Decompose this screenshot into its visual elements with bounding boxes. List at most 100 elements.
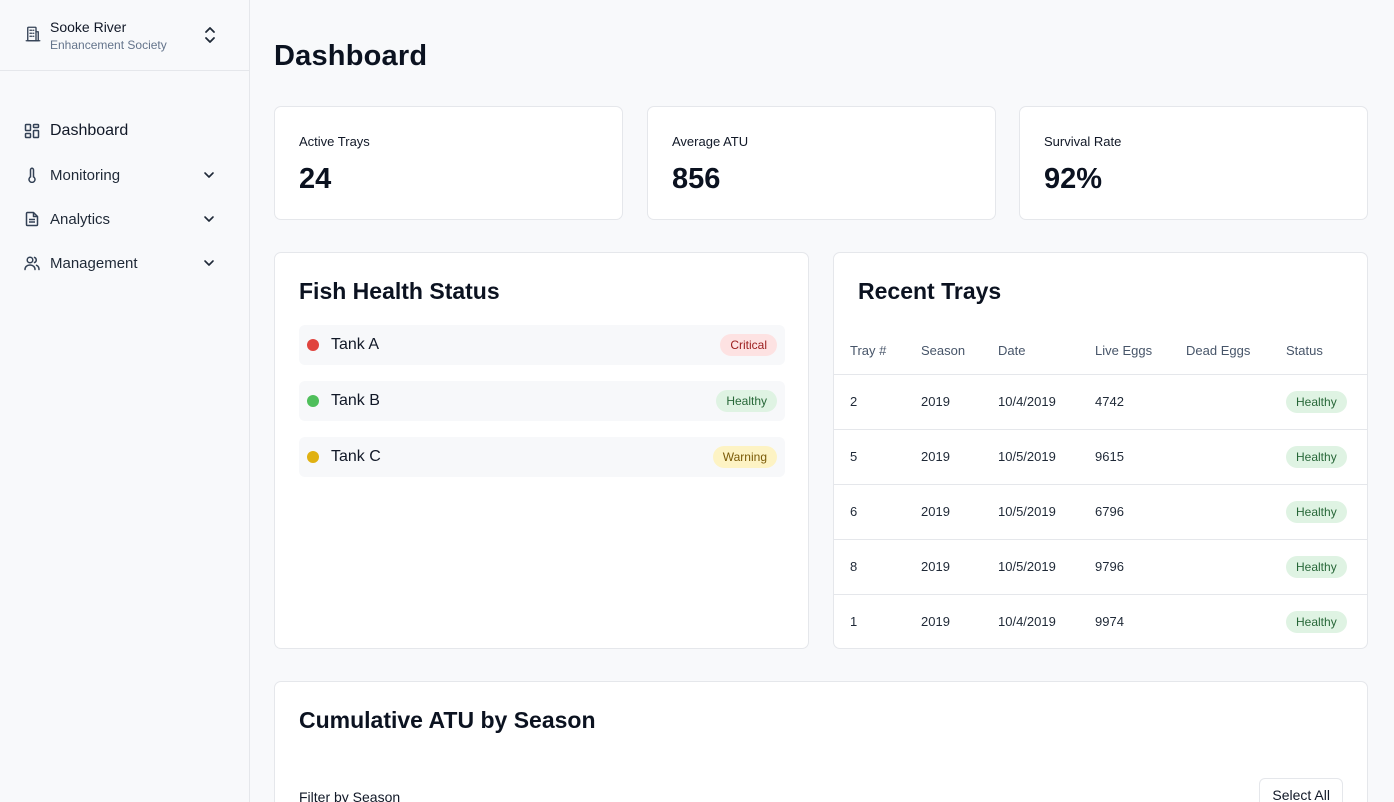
list-item[interactable]: Tank B Healthy [299, 381, 785, 421]
cell-status: Healthy [1270, 594, 1367, 648]
cell-season: 2019 [905, 429, 982, 485]
sidebar-item-dashboard[interactable]: Dashboard [0, 109, 249, 153]
stat-label: Survival Rate [1044, 134, 1122, 149]
chevron-down-icon [204, 260, 214, 266]
tank-name: Tank C [331, 448, 381, 465]
recent-trays-card: Recent Trays Tray # Season Date Live Egg… [833, 252, 1368, 649]
stat-label: Active Trays [299, 134, 370, 149]
cell-date: 10/5/2019 [982, 429, 1079, 485]
list-item[interactable]: Tank C Warning [299, 437, 785, 477]
column-header: Dead Eggs [1170, 327, 1270, 375]
tank-list: Tank A Critical Tank B Healthy Tank C Wa… [299, 325, 785, 493]
column-header: Status [1270, 327, 1367, 375]
sidebar-item-label: Management [50, 254, 138, 272]
sidebar-item-management[interactable]: Management [0, 241, 249, 285]
cell-tray: 6 [834, 484, 905, 540]
sidebar-nav: Dashboard Monitoring Analytics Managemen… [0, 71, 249, 285]
cell-live-eggs: 6796 [1079, 484, 1170, 540]
column-header: Live Eggs [1079, 327, 1170, 375]
page-title: Dashboard [274, 40, 428, 72]
status-badge: Healthy [1286, 610, 1347, 633]
cell-status: Healthy [1270, 539, 1367, 595]
file-text-icon [25, 211, 39, 227]
column-header: Season [905, 327, 982, 375]
cell-dead-eggs [1170, 429, 1270, 485]
status-badge: Healthy [1286, 445, 1347, 468]
status-badge: Healthy [1286, 390, 1347, 413]
org-switcher[interactable]: Sooke River Enhancement Society [0, 0, 249, 71]
cell-live-eggs: 4742 [1079, 374, 1170, 430]
chevrons-up-down-icon[interactable] [203, 26, 217, 44]
cell-tray: 5 [834, 429, 905, 485]
sidebar: Sooke River Enhancement Society Dashboar… [0, 0, 250, 802]
cell-status: Healthy [1270, 374, 1367, 430]
cell-status: Healthy [1270, 429, 1367, 485]
sidebar-item-label: Dashboard [50, 122, 129, 139]
filter-by-season-label: Filter by Season [299, 789, 401, 802]
sidebar-item-label: Analytics [50, 210, 111, 228]
column-header: Date [982, 327, 1079, 375]
cell-season: 2019 [905, 374, 982, 430]
column-header: Tray # [834, 327, 905, 375]
status-badge: Healthy [1286, 500, 1347, 523]
cell-live-eggs: 9974 [1095, 614, 1124, 630]
status-badge: Warning [712, 446, 777, 468]
stat-value: 24 [299, 163, 332, 195]
status-badge: Critical [720, 334, 777, 356]
stat-value: 92% [1044, 163, 1103, 195]
stat-card-survival-rate: Survival Rate 92% [1019, 106, 1368, 220]
stat-card-active-trays: Active Trays 24 [274, 106, 623, 220]
cell-season: 2019 [905, 484, 982, 540]
list-item[interactable]: Tank A Critical [299, 325, 785, 365]
trays-table: Tray # Season Date Live Eggs Dead Eggs S… [834, 327, 1367, 648]
users-icon [24, 256, 40, 271]
cell-dead-eggs [1170, 484, 1270, 540]
cell-status: Healthy [1270, 484, 1367, 540]
fish-health-card: Fish Health Status Tank A Critical Tank … [274, 252, 809, 649]
cell-date: 10/5/2019 [982, 484, 1079, 540]
cell-tray: 8 [834, 539, 905, 595]
cell-season: 2019 [905, 539, 982, 595]
cell-tray: 2 [834, 374, 905, 430]
table-row[interactable]: 2 2019 10/4/2019 4742 Healthy [834, 374, 1367, 430]
status-dot [307, 339, 319, 351]
table-row[interactable]: 8 2019 10/5/2019 9796 Healthy [834, 539, 1367, 595]
stat-value: 856 [672, 163, 721, 195]
table-row[interactable]: 6 2019 10/5/2019 6796 Healthy [834, 484, 1367, 540]
stat-card-average-atu: Average ATU 856 [647, 106, 996, 220]
tank-name: Tank A [331, 336, 380, 353]
cell-dead-eggs [1170, 539, 1270, 595]
sidebar-item-label: Monitoring [50, 166, 121, 184]
table-row[interactable]: 1 2019 10/4/2019 9974 Healthy [834, 594, 1367, 648]
cell-dead-eggs [1170, 374, 1270, 430]
cell-live-eggs: 9615 [1079, 429, 1170, 485]
org-subtitle: Enhancement Society [50, 37, 167, 52]
org-name: Sooke River [50, 18, 127, 35]
table-row[interactable]: 5 2019 10/5/2019 9615 Healthy [834, 429, 1367, 485]
select-all-button[interactable]: Select All [1259, 778, 1343, 802]
status-dot [307, 395, 319, 407]
chevron-down-icon [204, 216, 214, 222]
tank-name: Tank B [331, 392, 380, 409]
status-badge: Healthy [716, 390, 777, 412]
cumulative-atu-title: Cumulative ATU by Season [299, 707, 596, 733]
cell-dead-eggs [1170, 594, 1270, 648]
cell-tray: 1 [850, 614, 858, 630]
thermometer-icon [28, 167, 36, 183]
cell-live-eggs: 9796 [1079, 539, 1170, 595]
table-header-row: Tray # Season Date Live Eggs Dead Eggs S… [834, 327, 1367, 375]
status-dot [307, 451, 319, 463]
fish-health-title: Fish Health Status [299, 278, 500, 304]
cumulative-atu-card: Cumulative ATU by Season Filter by Seaso… [274, 681, 1368, 802]
building-icon [25, 26, 41, 42]
stat-label: Average ATU [672, 134, 749, 149]
cell-date: 10/4/2019 [998, 614, 1056, 630]
recent-trays-title: Recent Trays [858, 278, 1002, 304]
layout-grid-icon [24, 123, 40, 139]
chevron-down-icon [204, 172, 214, 178]
cell-date: 10/5/2019 [982, 539, 1079, 595]
cell-season: 2019 [921, 614, 950, 630]
sidebar-item-monitoring[interactable]: Monitoring [0, 153, 249, 197]
sidebar-item-analytics[interactable]: Analytics [0, 197, 249, 241]
cell-date: 10/4/2019 [982, 374, 1079, 430]
